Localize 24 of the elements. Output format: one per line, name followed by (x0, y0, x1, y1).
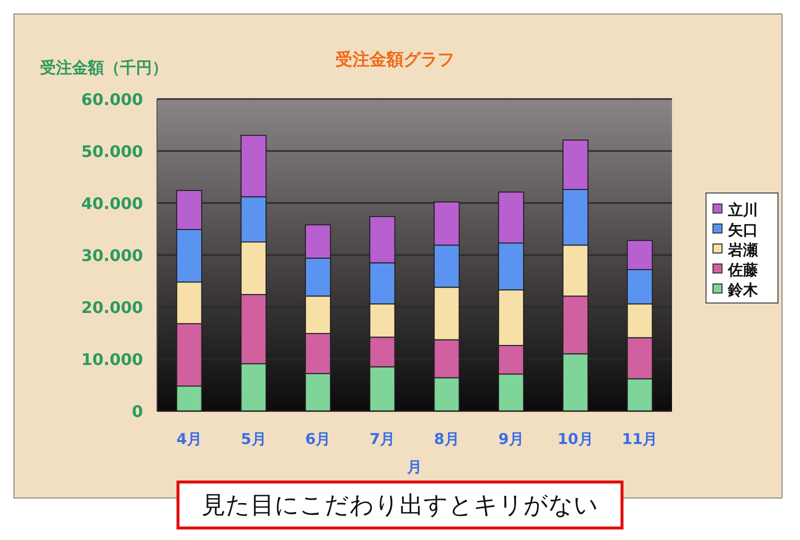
x-tick-label: 7月 (370, 430, 396, 448)
legend-label: 岩瀬 (727, 241, 758, 259)
y-tick-label: 10.000 (81, 350, 143, 369)
x-tick-label: 11月 (622, 430, 658, 448)
legend-label: 鈴木 (727, 281, 759, 299)
y-tick-label: 20.000 (81, 298, 143, 317)
text: 見た目にこだわり出すとキリがない (202, 491, 598, 519)
y-tick-label: 30.000 (81, 246, 143, 265)
y-tick-label: 0 (132, 402, 143, 421)
y-axis-title: 受注金額（千円） (39, 58, 168, 77)
x-tick-label: 6月 (305, 430, 331, 448)
y-tick-label: 50.000 (81, 142, 143, 161)
chart-title: 受注金額グラフ (336, 50, 454, 70)
y-tick-label: 40.000 (81, 194, 143, 213)
x-tick-label: 8月 (434, 430, 460, 448)
x-axis-title: 月 (406, 458, 422, 476)
legend-label: 矢口 (727, 221, 758, 239)
text: 佐藤 (728, 261, 758, 279)
x-tick-label: 9月 (498, 430, 524, 448)
y-tick-label: 60.000 (81, 90, 143, 109)
x-tick-label: 5月 (240, 430, 266, 448)
legend-label: 立川 (727, 201, 758, 219)
x-tick-label: 10月 (558, 430, 594, 448)
x-tick-label: 4月 (176, 430, 202, 448)
